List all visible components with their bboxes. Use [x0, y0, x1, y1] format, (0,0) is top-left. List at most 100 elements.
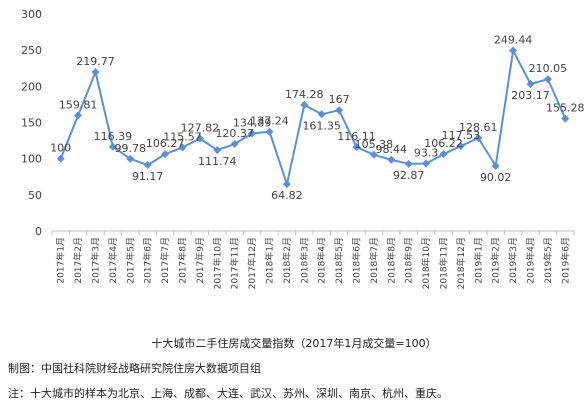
y-tick-label: 300	[21, 8, 42, 21]
x-tick-label: 2017年4月	[107, 237, 119, 284]
data-point	[561, 114, 570, 123]
data-point	[474, 133, 483, 142]
x-tick-label: 2017年7月	[159, 237, 171, 284]
data-label: 161.35	[302, 119, 341, 132]
data-point	[404, 159, 413, 168]
data-point	[56, 154, 65, 163]
x-tick-label: 2019年1月	[472, 237, 484, 284]
x-tick-label: 2019年2月	[490, 237, 502, 284]
data-point	[178, 143, 187, 152]
line-chart: 0 50 100 150 200 250 300 2017年1月 2017年2月 2017年3月 2…	[21, 8, 585, 289]
x-tick-label: 2017年5月	[124, 237, 136, 284]
data-point	[509, 46, 518, 55]
chart-title: 十大城市二手住房成交量指数（2017年1月成交量=100）	[151, 337, 437, 350]
x-tick-label: 2017年8月	[177, 237, 189, 284]
x-tick-label: 2017年1月	[55, 237, 67, 284]
data-point	[300, 100, 309, 109]
y-tick-label: 50	[28, 189, 42, 202]
data-point	[387, 155, 396, 164]
data-label: 174.28	[285, 88, 324, 101]
x-tick-label: 2018年1月	[264, 237, 276, 284]
data-point	[491, 161, 500, 170]
x-tick-label: 2017年10月	[211, 237, 223, 289]
x-tick-label: 2017年6月	[142, 237, 154, 284]
x-tick-label: 2017年2月	[72, 237, 84, 284]
data-point	[126, 154, 135, 163]
data-point	[369, 150, 378, 159]
data-point	[456, 141, 465, 150]
data-label: 155.28	[546, 102, 585, 115]
data-label: 219.77	[76, 55, 115, 68]
x-tick-label: 2018年2月	[281, 237, 293, 284]
data-label: 92.87	[393, 169, 425, 182]
data-label: 117.53	[442, 129, 481, 142]
x-tick-label: 2018年8月	[385, 237, 397, 284]
data-point	[317, 110, 326, 119]
y-tick-label: 200	[21, 80, 42, 93]
data-point	[248, 129, 257, 138]
data-label: 115.57	[163, 130, 202, 143]
data-point	[230, 139, 239, 148]
data-point	[74, 111, 83, 120]
data-label: 111.74	[198, 155, 237, 168]
footnote: 注：十大城市的样本为北京、上海、成都、大连、武汉、苏州、深圳、南京、杭州、重庆。	[8, 387, 448, 400]
data-label: 90.02	[480, 171, 512, 184]
data-label: 210.05	[529, 62, 568, 75]
x-tick-label: 2018年6月	[351, 237, 363, 284]
data-label: 105.38	[355, 138, 394, 151]
data-label: 137.24	[250, 115, 289, 128]
x-tick-label: 2018年12月	[455, 237, 467, 289]
data-label: 159.81	[59, 98, 98, 111]
data-point	[161, 150, 170, 159]
source-note: 制图：中国社科院财经战略研究院住房大数据项目组	[8, 362, 261, 375]
x-tick-label: 2017年11月	[229, 237, 241, 289]
data-label: 106.27	[146, 137, 185, 150]
data-label: 203.17	[511, 89, 550, 102]
x-tick-label: 2018年3月	[298, 237, 310, 284]
data-point	[195, 134, 204, 143]
x-tick-label: 2019年6月	[559, 237, 571, 284]
data-point	[335, 106, 344, 115]
data-point	[108, 142, 117, 151]
data-label: 120.37	[215, 127, 254, 140]
y-tick-label: 250	[21, 44, 42, 57]
data-point	[143, 161, 152, 170]
x-tick-label: 2018年11月	[438, 237, 450, 289]
x-tick-label: 2017年9月	[194, 237, 206, 284]
data-label: 134.89	[233, 116, 272, 129]
data-point	[526, 80, 535, 89]
data-label: 127.82	[181, 122, 220, 135]
x-tick-label: 2019年4月	[525, 237, 537, 284]
data-point	[282, 180, 291, 189]
x-tick-label: 2019年5月	[542, 237, 554, 284]
data-point	[91, 68, 100, 77]
x-tick-label: 2018年7月	[368, 237, 380, 284]
data-label: 100	[50, 142, 71, 155]
x-tick-label: 2017年12月	[246, 237, 258, 289]
y-tick-label: 100	[21, 153, 42, 166]
x-tick-label: 2019年3月	[507, 237, 519, 284]
data-point	[352, 143, 361, 152]
data-point	[213, 146, 222, 155]
data-label: 98.44	[376, 143, 408, 156]
data-label: 99.78	[115, 142, 147, 155]
data-point	[543, 75, 552, 84]
data-label: 249.44	[494, 34, 533, 47]
data-label: 64.82	[271, 189, 303, 202]
y-tick-label: 150	[21, 117, 42, 130]
x-tick-label: 2018年4月	[316, 237, 328, 284]
data-point	[439, 150, 448, 159]
x-tick-label: 2018年5月	[333, 237, 345, 284]
data-label: 128.61	[459, 121, 498, 134]
x-tick-label: 2018年9月	[403, 237, 415, 284]
data-label: 116.39	[94, 130, 133, 143]
x-tick-label: 2017年3月	[90, 237, 102, 284]
data-point	[265, 127, 274, 136]
y-tick-label: 0	[35, 225, 42, 238]
x-tick-label: 2018年10月	[420, 237, 432, 289]
data-label: 93.3	[414, 147, 439, 160]
data-label: 91.17	[132, 170, 164, 183]
data-label: 116.11	[337, 130, 376, 143]
series-line	[59, 49, 567, 186]
data-point	[422, 159, 431, 168]
